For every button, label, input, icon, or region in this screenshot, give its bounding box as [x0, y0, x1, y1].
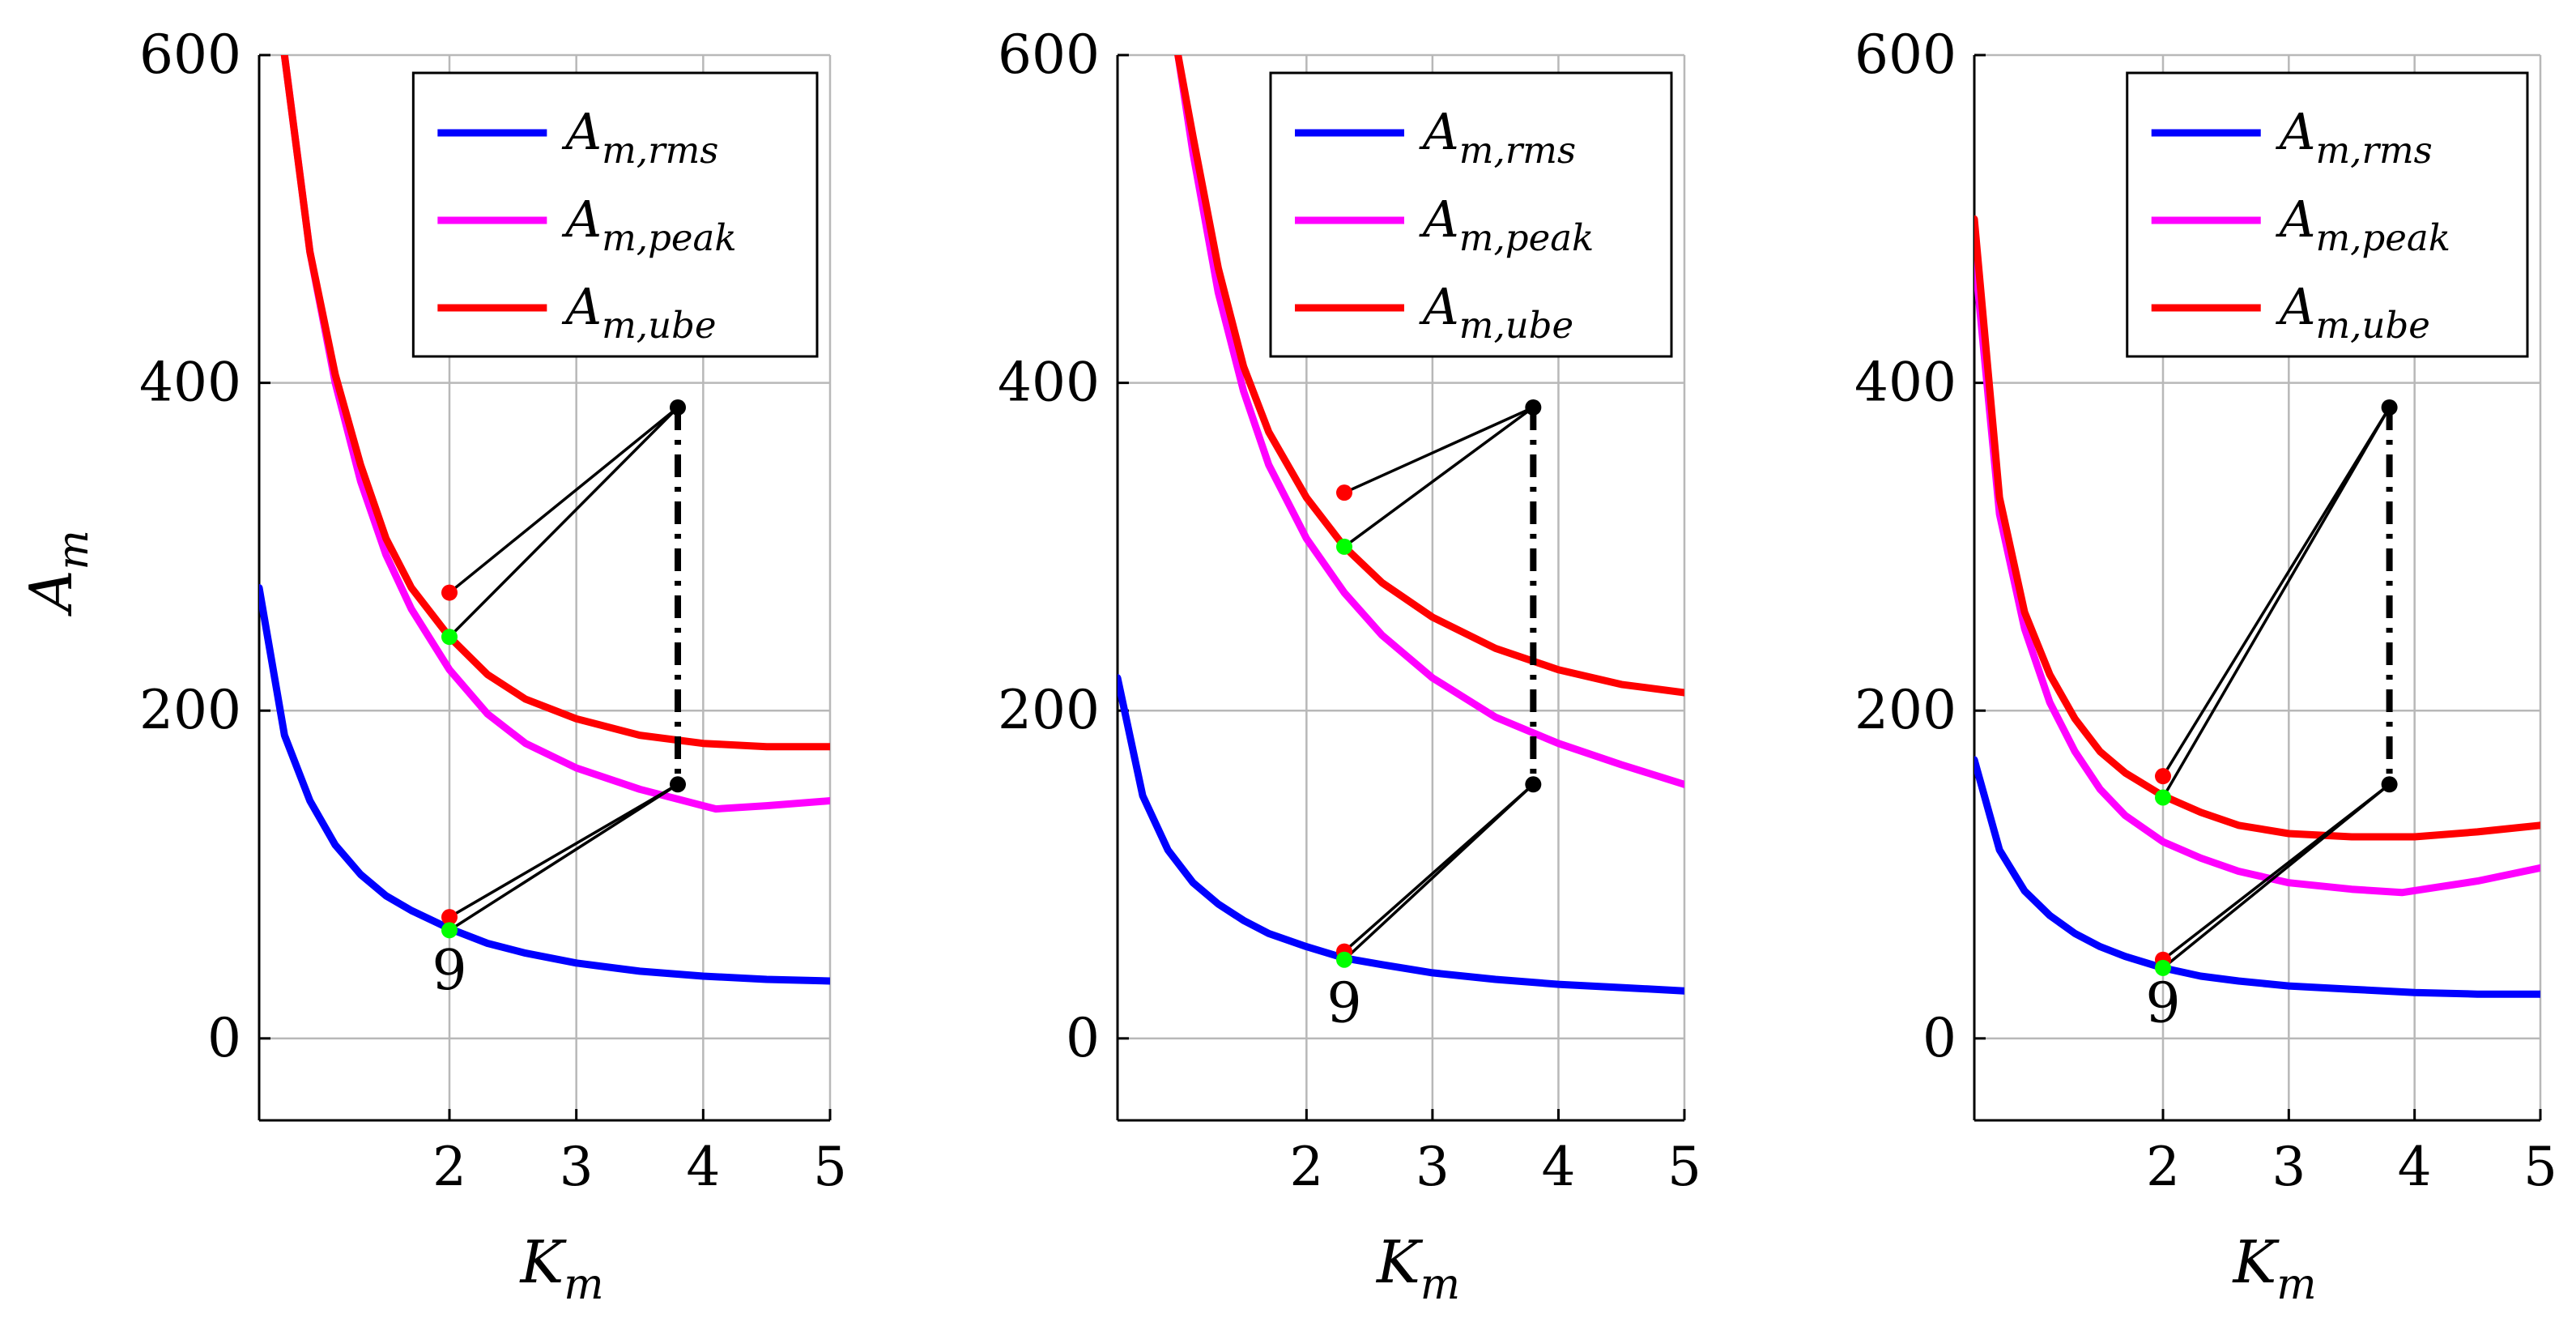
legend: Am,rms Am,peak Am,ube [2126, 71, 2529, 358]
data-marker [441, 584, 458, 601]
series-line-1 [1118, 674, 1684, 995]
legend: Am,rms Am,peak Am,ube [411, 71, 819, 358]
series-line-2 [1974, 248, 2540, 897]
connector-line [448, 406, 679, 594]
legend-label-2: Am,peak [1419, 190, 1594, 259]
x-tick-label: 3 [560, 1136, 594, 1198]
connector-line [2161, 783, 2391, 970]
x-tick-label: 4 [686, 1136, 720, 1198]
y-tick-label: 400 [1854, 352, 1956, 414]
y-tick-label: 600 [998, 23, 1100, 86]
x-axis-label: Km [2232, 1228, 2317, 1309]
data-marker [1336, 484, 1352, 501]
connector-line [449, 783, 679, 932]
data-marker [2381, 399, 2398, 416]
y-tick-label: 200 [1854, 679, 1956, 741]
x-tick-label: 2 [2146, 1136, 2180, 1198]
x-tick-label: 5 [813, 1136, 847, 1198]
x-tick-label: 3 [2272, 1136, 2306, 1198]
data-marker [441, 909, 458, 926]
chart-panel-2: 2 3 4 5 0 200 400 600 9 Am,rms Am,peak Am,ube Km [998, 23, 1701, 1309]
x-tick-label: 5 [1667, 1136, 1701, 1198]
data-marker [441, 922, 458, 939]
y-tick-label: 0 [1922, 1007, 1956, 1069]
data-marker [1336, 538, 1352, 555]
y-tick-label: 200 [139, 679, 241, 741]
legend-label-2: Am,peak [2276, 190, 2450, 259]
series-line-3 [280, 55, 830, 751]
y-tick-label: 400 [139, 352, 241, 414]
data-marker [2381, 776, 2398, 793]
legend: Am,rms Am,peak Am,ube [1269, 71, 1673, 358]
y-tick-label: 400 [998, 352, 1100, 414]
y-tick-label: 600 [139, 23, 241, 86]
y-tick-label: 600 [1854, 23, 1956, 86]
x-axis-label: Km [1375, 1228, 1460, 1309]
y-tick-label: 200 [998, 679, 1100, 741]
series-line-1 [259, 584, 830, 985]
data-marker [2155, 789, 2171, 806]
data-marker [1525, 776, 1542, 793]
x-tick-label: 2 [1289, 1136, 1323, 1198]
legend-box [2126, 71, 2529, 358]
legend-label-2: Am,peak [561, 190, 736, 259]
connector-line [1343, 406, 1535, 548]
data-marker [670, 399, 686, 416]
connector-line [2161, 407, 2391, 799]
data-marker [670, 776, 686, 793]
legend-label-1: Am,rms [1419, 102, 1576, 172]
legend-label-3: Am,ube [561, 277, 716, 347]
series-line-2 [1174, 55, 1684, 788]
x-tick-label: 5 [2523, 1136, 2557, 1198]
legend-label-3: Am,ube [2276, 277, 2430, 347]
connector-line [448, 406, 679, 638]
annotation-label: 9 [1326, 972, 1361, 1036]
legend-label-3: Am,ube [1419, 277, 1573, 347]
y-axis-label-group: Am [17, 530, 98, 616]
y-tick-label: 0 [207, 1007, 241, 1069]
x-tick-label: 3 [1416, 1136, 1450, 1198]
data-marker [2155, 959, 2171, 976]
legend-label-1: Am,rms [2276, 102, 2433, 172]
annotation-label: 9 [2145, 972, 2180, 1036]
legend-label-1: Am,rms [561, 102, 718, 172]
connector-line [2161, 407, 2391, 778]
x-tick-label: 2 [432, 1136, 466, 1198]
x-axis-label: Km [519, 1228, 604, 1309]
data-marker [441, 629, 458, 646]
x-tick-label: 4 [2398, 1136, 2432, 1198]
data-marker [2155, 768, 2171, 785]
y-axis-label: Am [17, 530, 98, 616]
data-marker [1525, 399, 1542, 416]
connector-line [449, 783, 679, 919]
connector-line [1343, 783, 1535, 962]
chart-panel-3: 2 3 4 5 0 200 400 600 9 Am,rms Am,peak Am,ube Km [1854, 23, 2557, 1309]
chart-panel-1: 2 3 4 5 0 200 400 600 9 Am,rms Am,peak Am,ube Km Am [17, 23, 847, 1309]
data-marker [1336, 951, 1352, 968]
connector-line [1343, 406, 1535, 494]
y-tick-label: 0 [1066, 1007, 1100, 1069]
annotation-label: 9 [432, 939, 466, 1003]
x-tick-label: 4 [1541, 1136, 1575, 1198]
